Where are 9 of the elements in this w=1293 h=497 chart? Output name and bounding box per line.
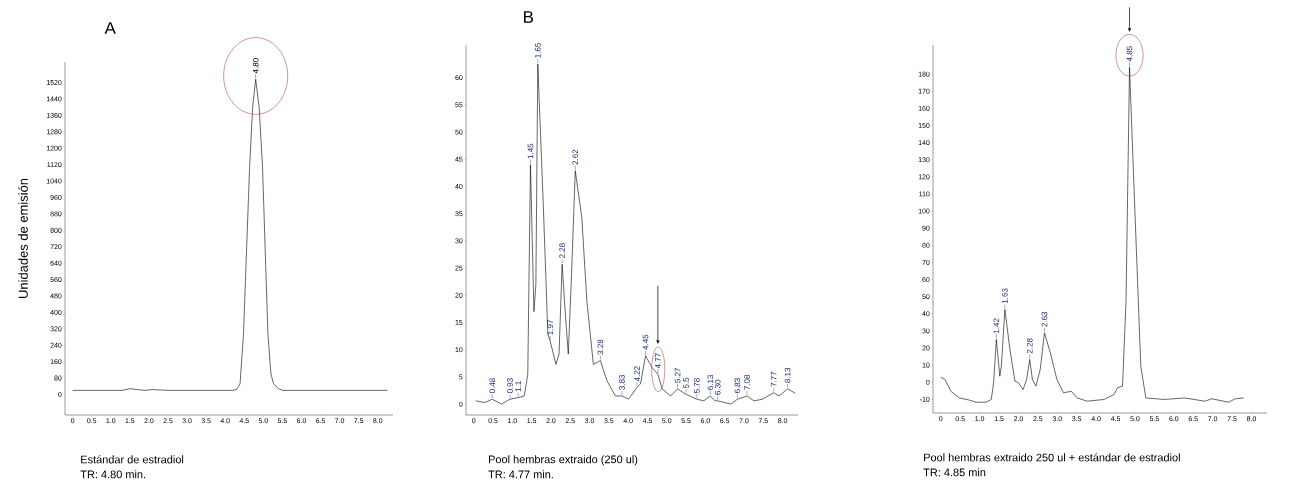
text: Estándar de estradiol [81, 455, 184, 464]
text: Pool hembras extraido 250 ul + estándar de estradiol [924, 453, 1180, 462]
chart-title: A [104, 22, 116, 34]
text: TR: 4.77 min. [488, 470, 553, 479]
chart-title: B [524, 11, 534, 23]
text: TR: 4.85 min [923, 468, 986, 477]
y-axis-title: Unidades de emisión [18, 178, 28, 298]
text: TR: 4.80 min. [80, 470, 146, 479]
text: Pool hembras extraido (250 ul) [489, 455, 638, 466]
